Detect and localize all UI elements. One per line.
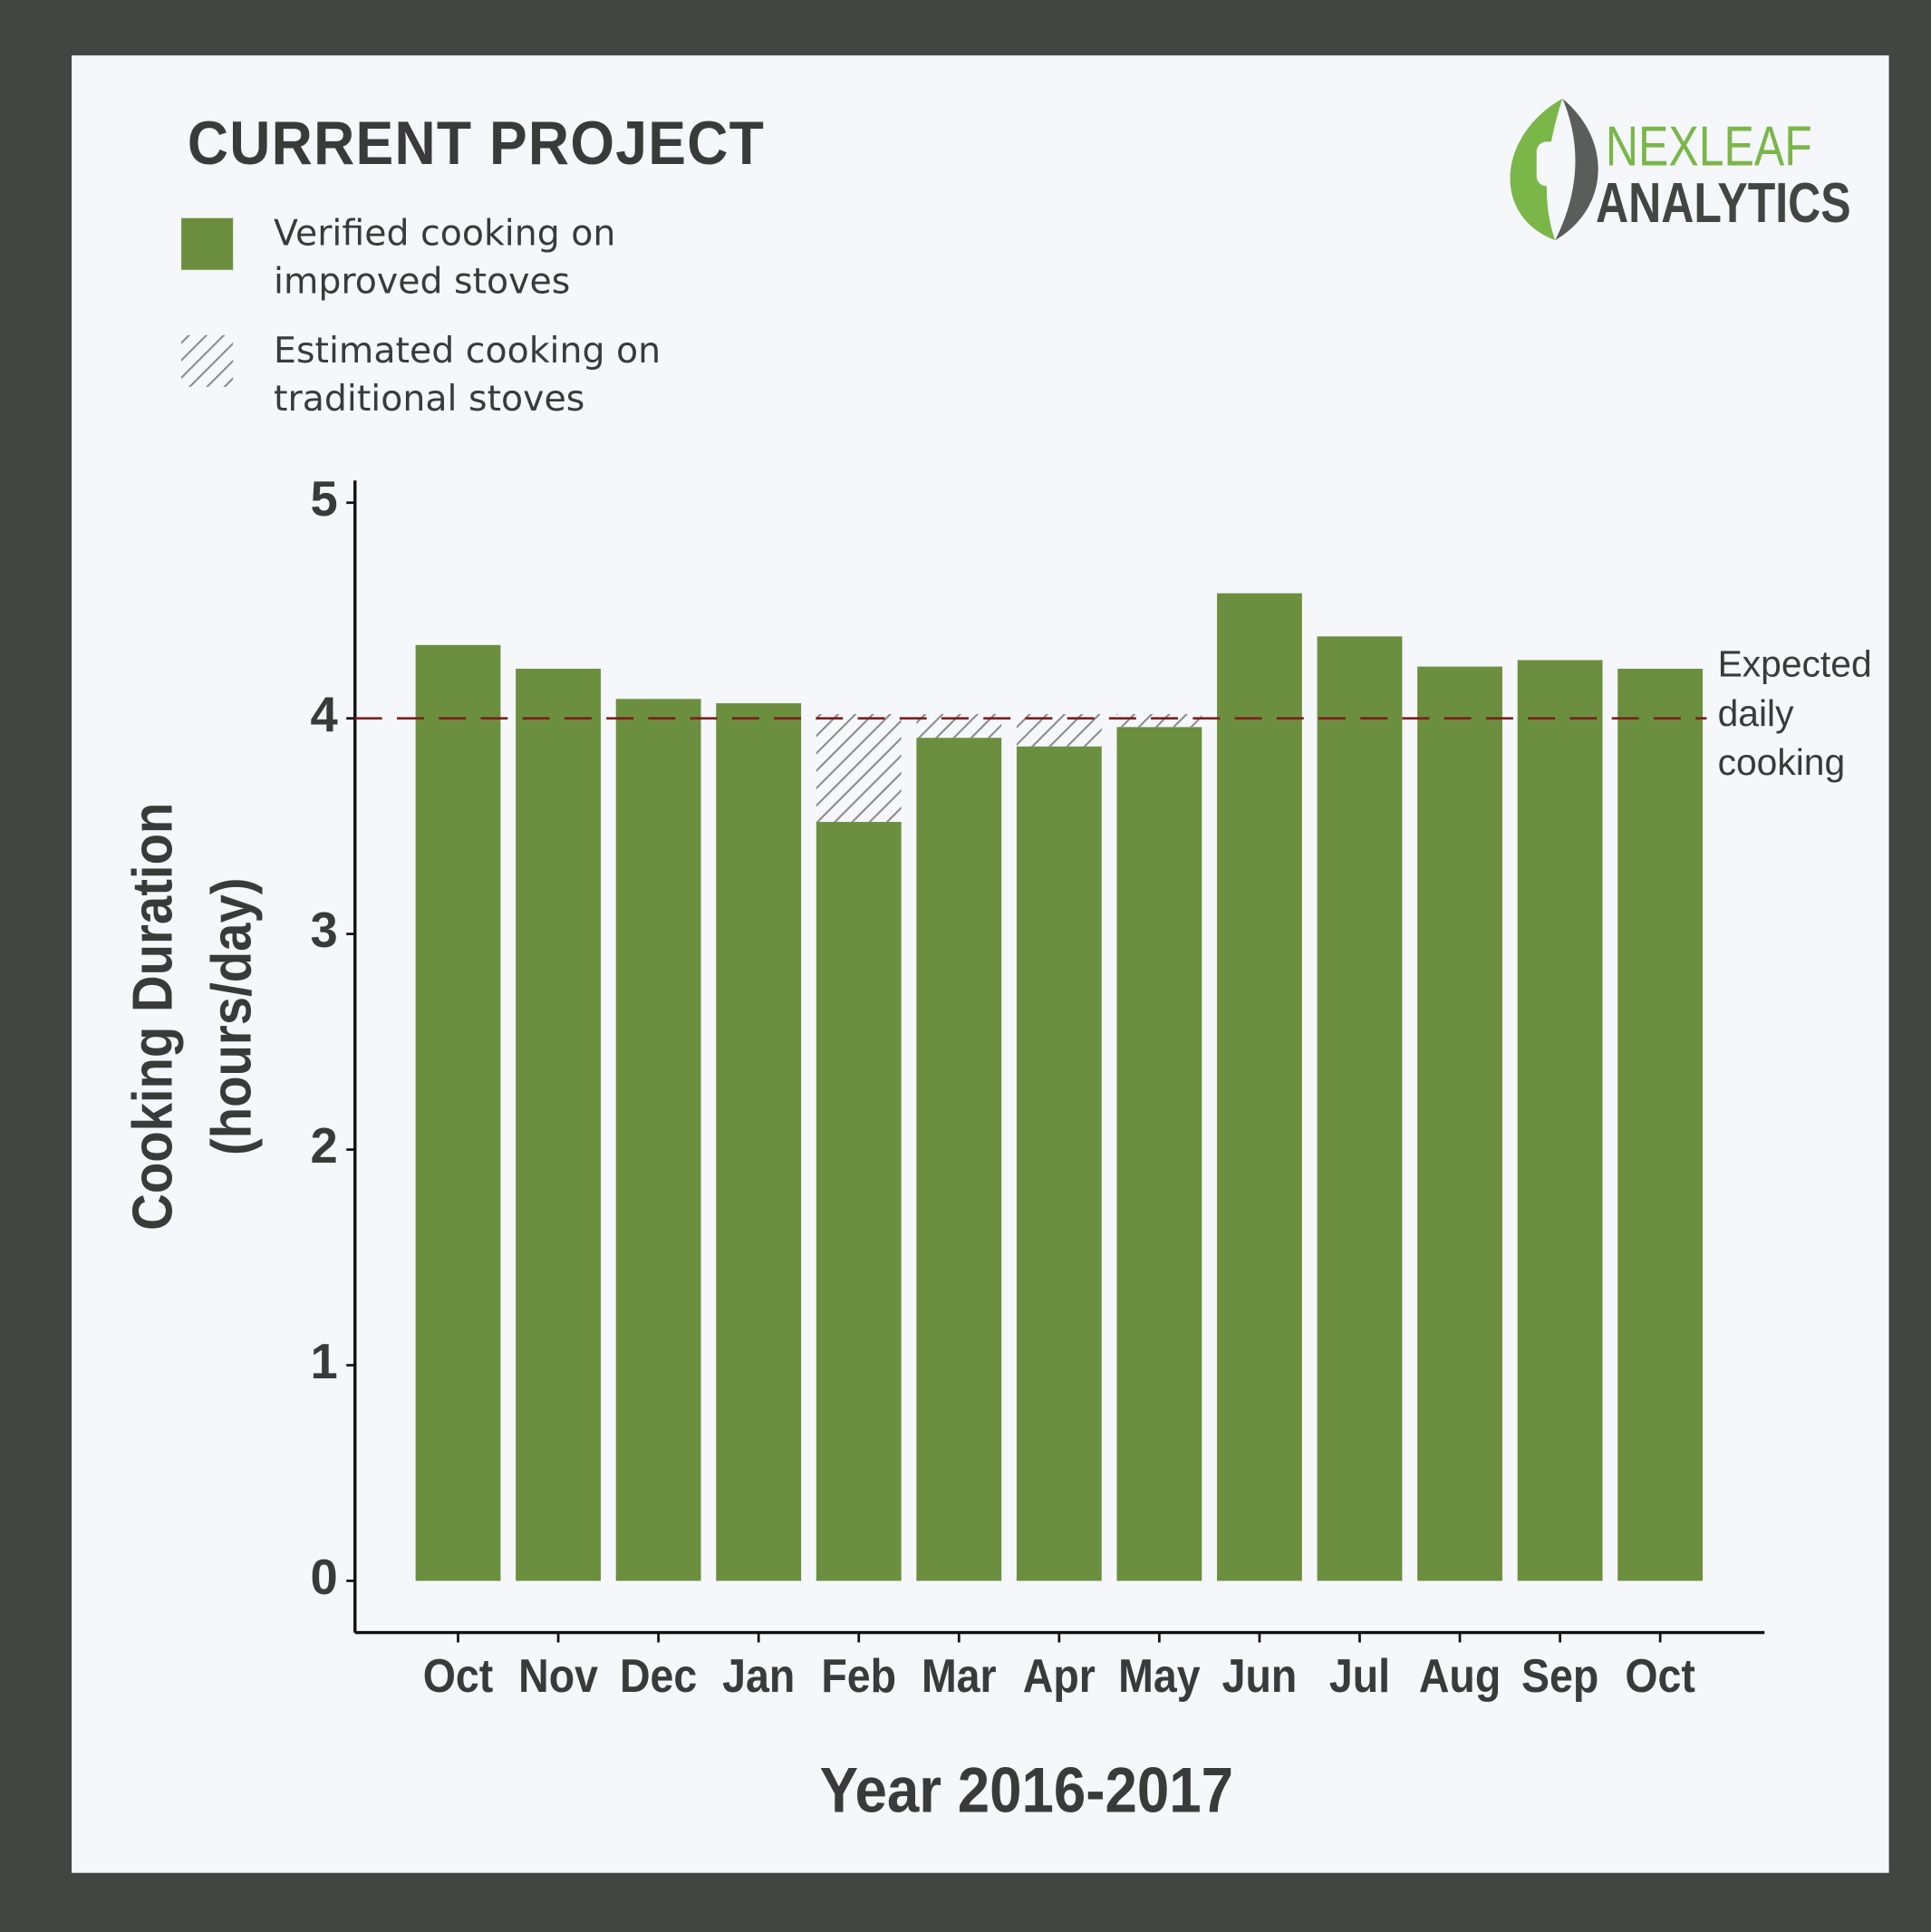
y-tick-label: 1 [310,1334,337,1389]
y-tick-label: 5 [310,471,337,526]
y-tick-label: 0 [310,1550,337,1605]
logo-leaf [1510,98,1563,241]
x-tick-label: Sep [1521,1651,1598,1703]
bar [816,821,902,1581]
bar [1417,666,1502,1581]
logo: NEXLEAF ANALYTICS [1510,98,1851,241]
logo-text: ANALYTICS [1596,172,1851,236]
estimated-bar [1116,713,1202,728]
bar [1016,746,1102,1581]
bar [716,703,802,1581]
legend-label: Verified cooking on improved stoves [274,211,616,303]
bar [615,699,701,1581]
x-axis-title: Year 2016-2017 [820,1755,1233,1827]
legend-swatch [181,334,234,387]
bar [1317,636,1403,1581]
x-tick-label: Jun [1222,1651,1298,1703]
bar [516,668,601,1581]
bar [1116,727,1202,1581]
legend-item: Estimated cooking on traditional stoves [274,329,661,420]
bar [1517,660,1603,1581]
bar [916,738,1002,1581]
chart-title: CURRENT PROJECT [188,109,765,178]
x-tick-label: Jul [1329,1651,1390,1703]
x-tick-label: Apr [1023,1651,1096,1703]
logo-leaf [1555,98,1598,241]
x-tick-label: Aug [1419,1651,1501,1703]
x-tick-label: Dec [620,1651,697,1703]
x-tick-label: Jan [722,1651,795,1703]
logo-text: NEXLEAF [1606,115,1812,179]
logo-phone [1536,141,1574,187]
y-axis-title: Cooking Duration [121,803,184,1231]
x-tick-label: Nov [518,1651,598,1703]
legend-item: Verified cooking on improved stoves [274,211,616,303]
bar [1217,593,1302,1581]
reference-label: Expected [1718,642,1872,684]
legend-swatch [181,217,234,270]
reference-label: cooking [1718,741,1846,783]
y-tick-label: 3 [310,903,337,958]
x-tick-label: Mar [922,1651,997,1703]
legend-label: Estimated cooking on traditional stoves [274,329,661,420]
bar [415,644,501,1581]
y-tick-label: 2 [310,1118,337,1174]
x-tick-label: Oct [423,1651,494,1703]
y-tick-label: 4 [310,687,337,742]
y-axis-title: (hours/day) [199,878,263,1155]
bar [1617,668,1704,1581]
x-tick-label: May [1118,1651,1201,1703]
estimated-bar [816,713,902,822]
x-tick-label: Feb [821,1651,896,1703]
x-tick-label: Oct [1625,1651,1695,1703]
reference-label: daily [1718,692,1794,734]
